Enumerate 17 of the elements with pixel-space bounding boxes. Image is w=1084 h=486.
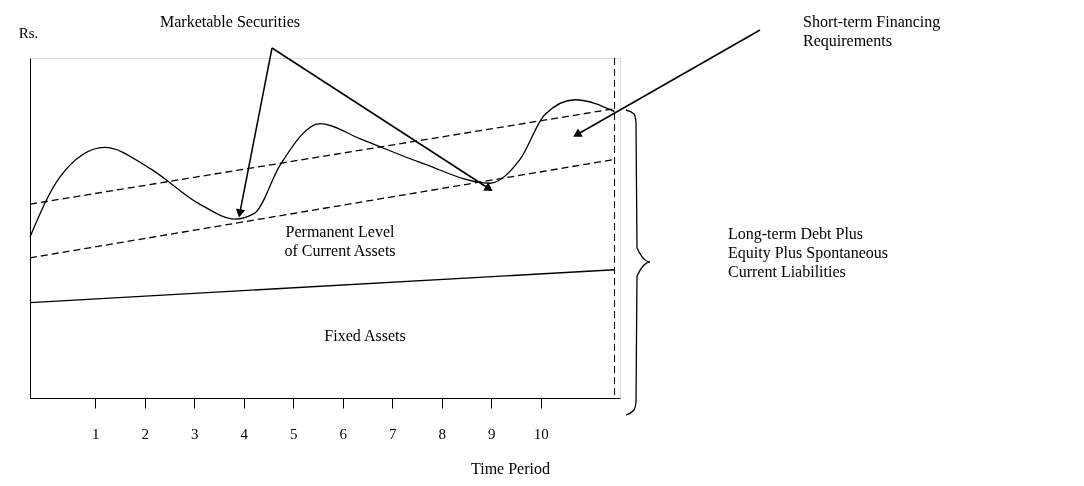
x-tick-label: 1 (92, 425, 100, 442)
text: Long-term Debt Plus Equity Plus Spontaneous Current Liabilities (728, 225, 889, 280)
x-tick-label: 3 (191, 425, 199, 442)
x-tick-label: 4 (240, 425, 249, 442)
x-axis-title: Time Period (471, 459, 550, 477)
x-tick-label: 9 (488, 425, 496, 442)
text: Short-term Financing Requirements (803, 13, 941, 50)
x-tick-label: 5 (290, 425, 298, 442)
x-tick-label: 2 (141, 425, 150, 442)
text: Marketable Securities (160, 13, 300, 30)
y-axis-title: Rs. (18, 24, 39, 41)
x-tick-label: 10 (533, 425, 549, 442)
annotation: Fixed Assets (324, 327, 406, 344)
x-tick-label: 8 (438, 425, 447, 442)
x-tick-label: 7 (389, 425, 398, 442)
annotation: Permanent Level of Current Assets (284, 223, 396, 259)
x-tick-label: 6 (339, 425, 348, 442)
